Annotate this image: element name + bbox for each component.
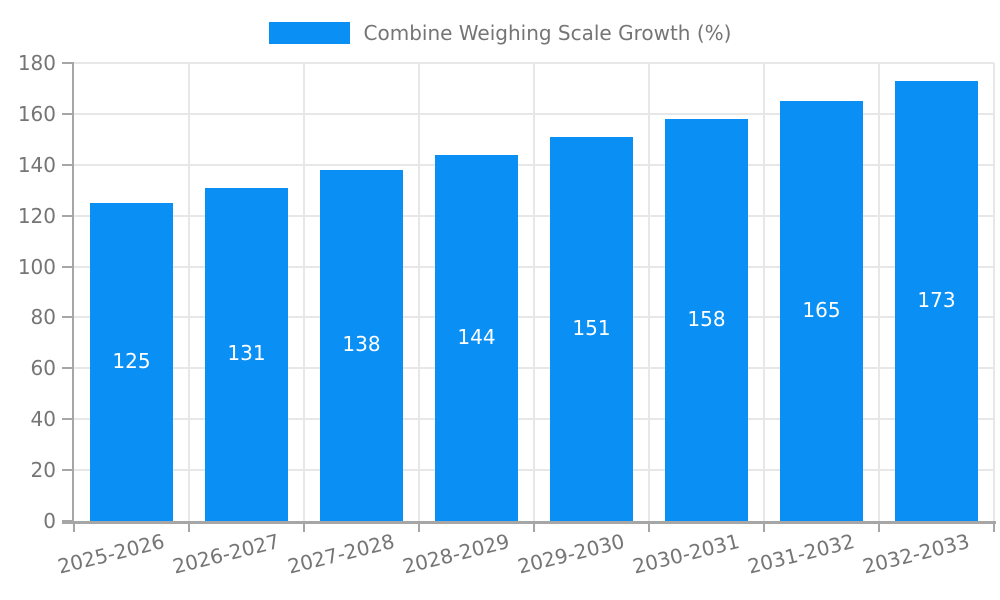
x-tick-label: 2031-2032 [745,529,858,579]
y-tick-label: 180 [17,51,56,75]
bar [320,169,403,521]
y-axis-tick [62,418,74,421]
v-gridline [878,63,880,521]
y-axis-tick [62,112,74,115]
y-axis-tick [62,316,74,319]
y-tick-label: 40 [30,407,56,432]
x-axis-tick [303,521,305,532]
x-tick-label: 2027-2028 [285,529,398,579]
legend-item[interactable]: Combine Weighing Scale Growth (%) [268,21,732,45]
bar-value-label: 158 [687,306,726,331]
bar-value-label: 151 [572,315,611,340]
bar [90,202,173,521]
v-gridline [533,63,535,521]
v-gridline [763,63,765,521]
bar-value-label: 144 [457,324,496,349]
y-tick-label: 60 [30,356,56,381]
y-axis-tick [62,265,74,268]
v-gridline [648,63,650,521]
x-axis-tick [993,521,995,532]
y-axis-tick [62,163,74,166]
legend: Combine Weighing Scale Growth (%) [0,20,1000,46]
x-axis-tick [533,521,535,532]
v-gridline [188,63,190,521]
bar-value-label: 125 [112,348,151,373]
bar [895,80,978,521]
y-tick-label: 160 [17,101,56,126]
y-axis-tick [62,62,74,64]
bar-value-label: 131 [227,341,266,366]
x-tick-label: 2025-2026 [55,529,168,579]
x-axis-tick [878,521,880,532]
bar [665,118,748,521]
legend-label: Combine Weighing Scale Growth (%) [363,21,732,45]
v-gridline [303,63,305,521]
v-gridline [418,63,420,521]
bar [780,101,863,521]
x-axis-tick [418,521,420,532]
y-tick-label: 120 [17,203,56,228]
bar [550,136,633,521]
x-tick-label: 2029-2030 [515,529,628,579]
y-tick-label: 0 [43,509,56,533]
bar-value-label: 173 [917,287,956,312]
y-tick-label: 140 [17,152,56,177]
x-tick-label: 2032-2033 [860,529,973,579]
y-tick-label: 100 [17,254,56,279]
y-axis-tick [62,367,74,370]
bar [435,154,518,521]
bar [205,187,288,521]
y-axis-tick [62,214,74,217]
legend-swatch-icon [268,22,350,44]
y-axis-tick [62,469,74,472]
x-tick-label: 2028-2029 [400,529,513,579]
x-axis-tick [763,521,765,532]
x-axis-tick [73,521,75,532]
x-axis-spine [62,521,996,524]
bar-value-label: 138 [342,332,381,357]
y-axis-spine [72,63,74,523]
x-tick-label: 2026-2027 [170,529,283,579]
bar-value-label: 165 [802,298,841,323]
v-gridline [993,63,995,521]
x-axis-tick [188,521,190,532]
y-tick-label: 80 [30,305,56,330]
x-axis-tick [648,521,650,532]
y-tick-label: 20 [30,458,56,483]
x-tick-label: 2030-2031 [630,529,743,579]
